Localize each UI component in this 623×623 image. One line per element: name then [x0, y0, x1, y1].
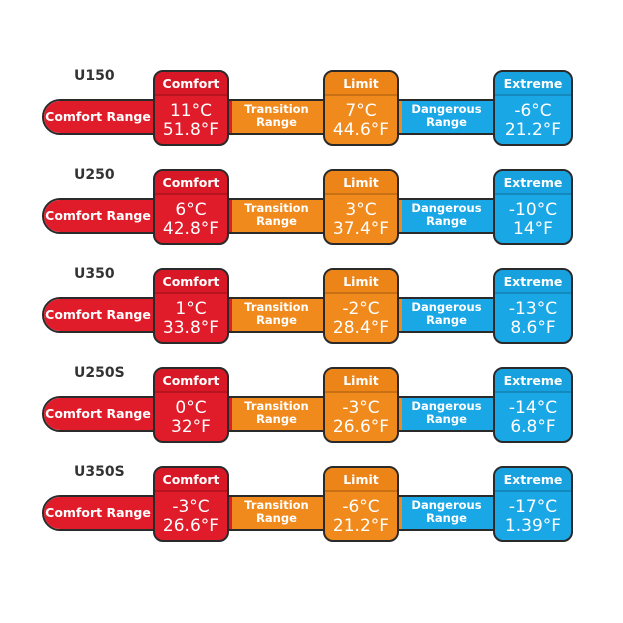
extreme-fahrenheit: 1.39°F: [504, 516, 562, 536]
dangerous-range-label: Dangerous Range: [411, 399, 482, 426]
extreme-box: Extreme -13°C 8.6°F: [493, 268, 573, 344]
comfort-fahrenheit: 42.8°F: [162, 219, 220, 239]
comfort-fahrenheit: 51.8°F: [162, 120, 220, 140]
comfort-range-label: Comfort Range: [45, 207, 151, 223]
rating-row: U150 Comfort Range Transition Range Dange…: [0, 68, 623, 150]
extreme-box: Extreme -6°C 21.2°F: [493, 70, 573, 146]
comfort-fahrenheit: 33.8°F: [162, 318, 220, 338]
comfort-range-label: Comfort Range: [45, 504, 151, 520]
extreme-header: Extreme: [495, 270, 571, 294]
comfort-range-label: Comfort Range: [45, 306, 151, 322]
limit-header: Limit: [325, 369, 397, 393]
comfort-fahrenheit: 26.6°F: [162, 516, 220, 536]
extreme-fahrenheit: 6.8°F: [510, 417, 556, 437]
extreme-box: Extreme -14°C 6.8°F: [493, 367, 573, 443]
extreme-header: Extreme: [495, 369, 571, 393]
extreme-celsius: -17°C: [508, 497, 558, 517]
comfort-celsius: 11°C: [169, 101, 212, 121]
limit-fahrenheit: 28.4°F: [332, 318, 390, 338]
comfort-header: Comfort: [155, 369, 227, 393]
rating-row: U350 Comfort Range Transition Range Dange…: [0, 266, 623, 348]
extreme-header: Extreme: [495, 72, 571, 96]
limit-celsius: -6°C: [342, 497, 380, 517]
transition-range-label: Transition Range: [244, 102, 309, 129]
dangerous-range-label: Dangerous Range: [411, 102, 482, 129]
comfort-header: Comfort: [155, 468, 227, 492]
comfort-box: Comfort 11°C 51.8°F: [153, 70, 229, 146]
limit-box: Limit 3°C 37.4°F: [323, 169, 399, 245]
limit-celsius: 3°C: [345, 200, 377, 220]
limit-header: Limit: [325, 72, 397, 96]
comfort-box: Comfort 1°C 33.8°F: [153, 268, 229, 344]
rating-row: U250S Comfort Range Transition Range Dang…: [0, 365, 623, 447]
extreme-celsius: -13°C: [508, 299, 558, 319]
dangerous-range-label: Dangerous Range: [411, 201, 482, 228]
comfort-header: Comfort: [155, 171, 227, 195]
rating-row: U350S Comfort Range Transition Range Dang…: [0, 464, 623, 546]
limit-header: Limit: [325, 171, 397, 195]
transition-range-label: Transition Range: [244, 399, 309, 426]
extreme-fahrenheit: 21.2°F: [504, 120, 562, 140]
comfort-fahrenheit: 32°F: [171, 417, 211, 437]
model-name: U150: [74, 68, 115, 84]
limit-fahrenheit: 44.6°F: [332, 120, 390, 140]
model-name: U250S: [74, 365, 125, 381]
extreme-fahrenheit: 8.6°F: [510, 318, 556, 338]
comfort-range-label: Comfort Range: [45, 108, 151, 124]
comfort-celsius: 6°C: [175, 200, 207, 220]
limit-celsius: 7°C: [345, 101, 377, 121]
comfort-header: Comfort: [155, 270, 227, 294]
limit-fahrenheit: 37.4°F: [332, 219, 390, 239]
rating-row: U250 Comfort Range Transition Range Dange…: [0, 167, 623, 249]
comfort-header: Comfort: [155, 72, 227, 96]
limit-header: Limit: [325, 270, 397, 294]
limit-box: Limit -6°C 21.2°F: [323, 466, 399, 542]
limit-box: Limit -2°C 28.4°F: [323, 268, 399, 344]
transition-range-label: Transition Range: [244, 300, 309, 327]
comfort-celsius: 1°C: [175, 299, 207, 319]
limit-box: Limit -3°C 26.6°F: [323, 367, 399, 443]
comfort-box: Comfort -3°C 26.6°F: [153, 466, 229, 542]
limit-fahrenheit: 21.2°F: [332, 516, 390, 536]
dangerous-range-label: Dangerous Range: [411, 300, 482, 327]
transition-range-label: Transition Range: [244, 201, 309, 228]
comfort-box: Comfort 6°C 42.8°F: [153, 169, 229, 245]
dangerous-range-label: Dangerous Range: [411, 498, 482, 525]
model-name: U350: [74, 266, 115, 282]
extreme-celsius: -10°C: [508, 200, 558, 220]
extreme-header: Extreme: [495, 171, 571, 195]
extreme-box: Extreme -10°C 14°F: [493, 169, 573, 245]
extreme-box: Extreme -17°C 1.39°F: [493, 466, 573, 542]
extreme-celsius: -6°C: [514, 101, 552, 121]
extreme-celsius: -14°C: [508, 398, 558, 418]
comfort-box: Comfort 0°C 32°F: [153, 367, 229, 443]
comfort-celsius: 0°C: [175, 398, 207, 418]
transition-range-label: Transition Range: [244, 498, 309, 525]
limit-celsius: -3°C: [342, 398, 380, 418]
comfort-celsius: -3°C: [172, 497, 210, 517]
limit-header: Limit: [325, 468, 397, 492]
model-name: U250: [74, 167, 115, 183]
limit-fahrenheit: 26.6°F: [332, 417, 390, 437]
limit-celsius: -2°C: [342, 299, 380, 319]
comfort-range-label: Comfort Range: [45, 405, 151, 421]
model-name: U350S: [74, 464, 125, 480]
extreme-header: Extreme: [495, 468, 571, 492]
extreme-fahrenheit: 14°F: [513, 219, 553, 239]
limit-box: Limit 7°C 44.6°F: [323, 70, 399, 146]
